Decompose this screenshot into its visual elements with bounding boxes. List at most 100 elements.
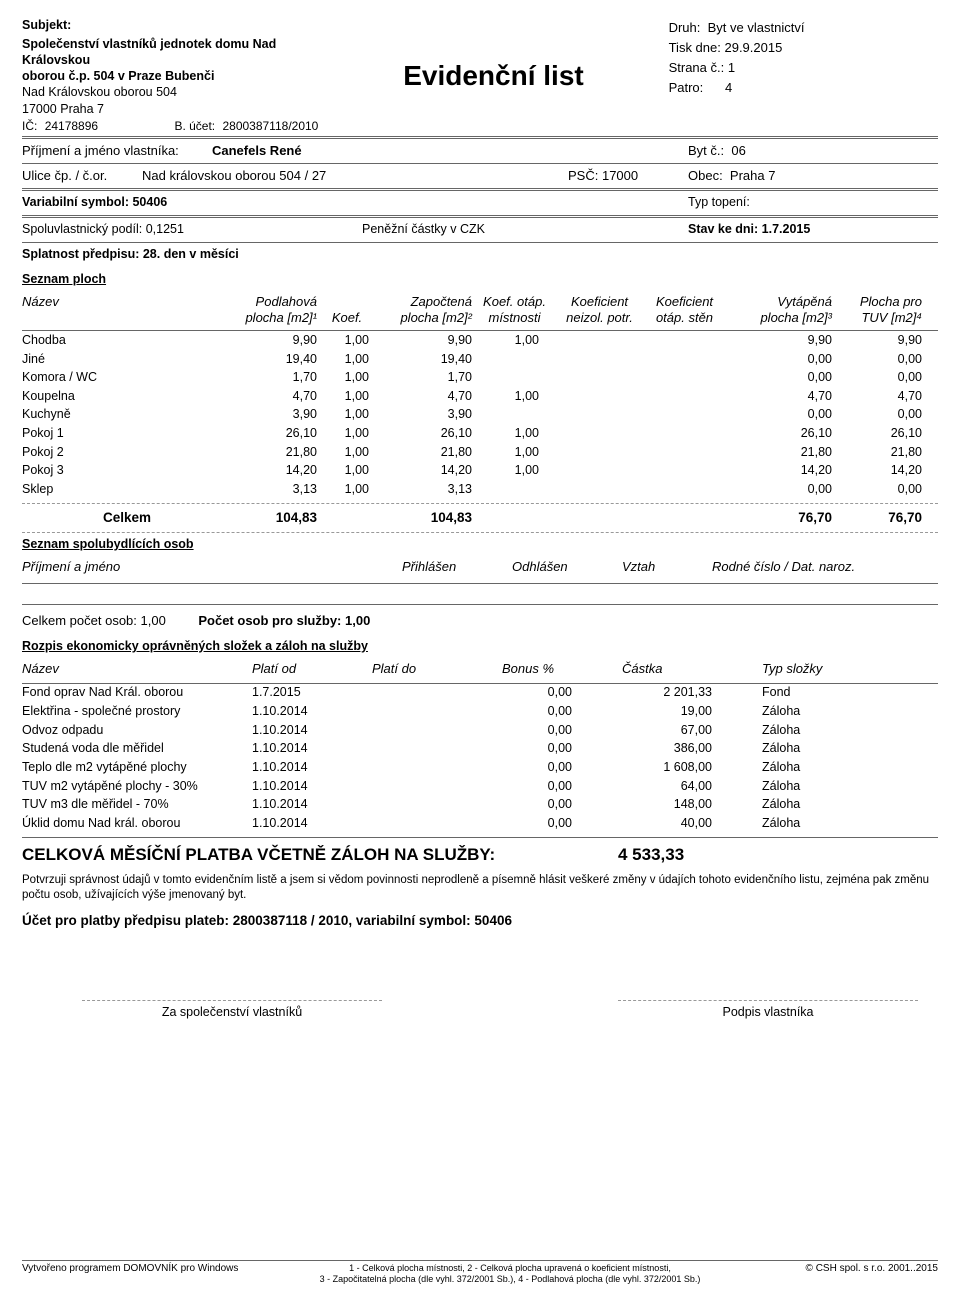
castky-label: Peněžní částky v [362,222,457,236]
footer: Vytvořeno programem DOMOVNÍK pro Windows… [22,1260,938,1284]
plochy-header: Název Podlahováplocha [m2]¹ Koef. Započt… [22,288,938,332]
footer-right: © CSH spol. s r.o. 2001..2015 [738,1263,938,1284]
table-row: Studená voda dle měřidel1.10.20140,00386… [22,740,938,759]
owner-name: Canefels René [212,143,688,159]
vs-row: Variabilní symbol: 50406 Typ topení: [22,193,938,213]
fees-col-bonus: Bonus % [502,661,622,677]
table-row: Sklep3,131,003,130,000,00 [22,480,938,499]
patro-label: Patro: [669,80,704,95]
plochy-total-c9: 76,70 [832,510,922,527]
signature-right: Podpis vlastníka [618,1000,918,1021]
persons-col-rc: Rodné číslo / Dat. naroz. [712,559,938,575]
document-title: Evidenční list [403,58,584,93]
plochy-total-row: Celkem 104,83 104,83 76,70 76,70 [22,508,938,528]
table-row: TUV m2 vytápěné plochy - 30%1.10.20140,0… [22,777,938,796]
ulice-label: Ulice čp. / č.or. [22,168,142,184]
plochy-heading: Seznam ploch [22,272,938,288]
persons-counts: Celkem počet osob: 1,00 Počet osob pro s… [22,607,938,635]
acct-value: 2800387118/2010 [222,119,318,133]
ic-row: IČ: 24178896 B. účet: 2800387118/2010 [22,119,318,134]
tisk-label: Tisk dne: [669,40,721,55]
ic-label: IČ: [22,119,37,133]
psc-value: 17000 [602,168,638,183]
castky-value: CZK [460,222,485,236]
service-count-label: Počet osob pro služby: [198,613,341,628]
persons-heading: Seznam spolubydlících osob [22,537,938,553]
plochy-col-koef-sten: Koeficientotáp. stěn [642,294,727,327]
persons-col-vztah: Vztah [622,559,712,575]
splatnost-value: 28. den v měsíci [143,247,239,261]
org-name-1: Společenství vlastníků jednotek domu Nad… [22,36,318,69]
org-street: Nad Královskou oborou 504 [22,84,318,100]
footer-left: Vytvořeno programem DOMOVNÍK pro Windows [22,1263,282,1284]
subject-block: Subjekt: Společenství vlastníků jednotek… [22,18,318,134]
title-block: Evidenční list [318,18,668,134]
owner-name-row: Příjmení a jméno vlastníka: Canefels Ren… [22,141,938,161]
table-row: Koupelna4,701,004,701,004,704,70 [22,387,938,406]
podil-value: 0,1251 [146,222,184,236]
table-row: Pokoj 126,101,0026,101,0026,1026,10 [22,425,938,444]
ic-value: 24178896 [45,119,98,133]
druh-label: Druh: [669,20,701,35]
service-count: 1,00 [345,613,370,628]
fees-col-do: Platí do [372,661,502,677]
obec-label: Obec: [688,168,723,183]
plochy-total-label: Celkem [22,510,232,527]
podil-row: Spoluvlastnický podíl: 0,1251 Peněžní čá… [22,220,938,240]
table-row: Úklid domu Nad král. oborou1.10.20140,00… [22,814,938,833]
table-row: Komora / WC1,701,001,700,000,00 [22,369,938,388]
plochy-col-koef-otap: Koef. otáp.místnosti [472,294,557,327]
owner-name-label: Příjmení a jméno vlastníka: [22,143,212,159]
splatnost-row: Splatnost předpisu: 28. den v měsíci [22,245,938,265]
stav-label: Stav ke dni: [688,222,758,236]
fees-body: Fond oprav Nad Král. oborou1.7.20150,002… [22,684,938,833]
strana-value: 1 [728,60,735,75]
strana-label: Strana č.: [669,60,725,75]
total-count: 1,00 [141,613,166,628]
fees-col-od: Platí od [252,661,372,677]
table-row: Elektřina - společné prostory1.10.20140,… [22,703,938,722]
vs-value: 50406 [132,195,167,209]
druh-value: Byt ve vlastnictví [708,20,805,35]
persons-col-odhl: Odhlášen [512,559,622,575]
plochy-col-tuv: Plocha proTUV [m2]⁴ [832,294,922,327]
topeni-label: Typ topení: [688,195,750,209]
plochy-col-vytapena: Vytápěnáplocha [m2]³ [727,294,832,327]
signature-left: Za společenství vlastníků [82,1000,382,1021]
total-payment-row: CELKOVÁ MĚSÍČNÍ PLATBA VČETNĚ ZÁLOH NA S… [22,844,938,865]
table-row: Jiné19,401,0019,400,000,00 [22,350,938,369]
subject-label: Subjekt: [22,18,318,34]
fees-col-castka: Částka [622,661,762,677]
obec-value: Praha 7 [730,168,776,183]
table-row: TUV m3 dle měřidel - 70%1.10.20140,00148… [22,796,938,815]
table-row: Pokoj 314,201,0014,201,0014,2014,20 [22,462,938,481]
plochy-total-c8: 76,70 [727,510,832,527]
fees-heading: Rozpis ekonomicky oprávněných složek a z… [22,639,938,655]
total-payment-value: 4 533,33 [618,844,938,865]
meta-block: Druh: Byt ve vlastnictví Tisk dne: 29.9.… [669,18,938,134]
owner-address-row: Ulice čp. / č.or. Nad královskou oborou … [22,166,938,186]
patro-value: 4 [725,80,732,95]
vs-label: Variabilní symbol: [22,195,129,209]
signature-row: Za společenství vlastníků Podpis vlastní… [22,1000,938,1021]
total-count-label: Celkem počet osob: [22,613,137,628]
splatnost-label: Splatnost předpisu: [22,247,139,261]
plochy-total-c4: 104,83 [377,510,472,527]
plochy-body: Chodba9,901,009,901,009,909,90Jiné19,401… [22,331,938,499]
tisk-value: 29.9.2015 [724,40,782,55]
plochy-col-podlahova: Podlahováplocha [m2]¹ [232,294,317,327]
fees-col-typ: Typ složky [762,661,912,677]
byt-value: 06 [731,143,745,158]
podil-label: Spoluvlastnický podíl: [22,222,142,236]
confirm-text: Potvrzuji správnost údajů v tomto eviden… [22,873,938,903]
plochy-col-zapoctena: Započtenáplocha [m2]² [377,294,472,327]
org-city: 17000 Praha 7 [22,101,318,117]
table-row: Kuchyně3,901,003,900,000,00 [22,406,938,425]
persons-header: Příjmení a jméno Přihlášen Odhlášen Vzta… [22,553,938,581]
org-name-2: oborou č.p. 504 v Praze Bubenči [22,68,318,84]
byt-label: Byt č.: [688,143,724,158]
table-row: Chodba9,901,009,901,009,909,90 [22,331,938,350]
fees-header: Název Platí od Platí do Bonus % Částka T… [22,655,938,684]
persons-col-name: Příjmení a jméno [22,559,402,575]
plochy-col-koef: Koef. [317,294,377,327]
